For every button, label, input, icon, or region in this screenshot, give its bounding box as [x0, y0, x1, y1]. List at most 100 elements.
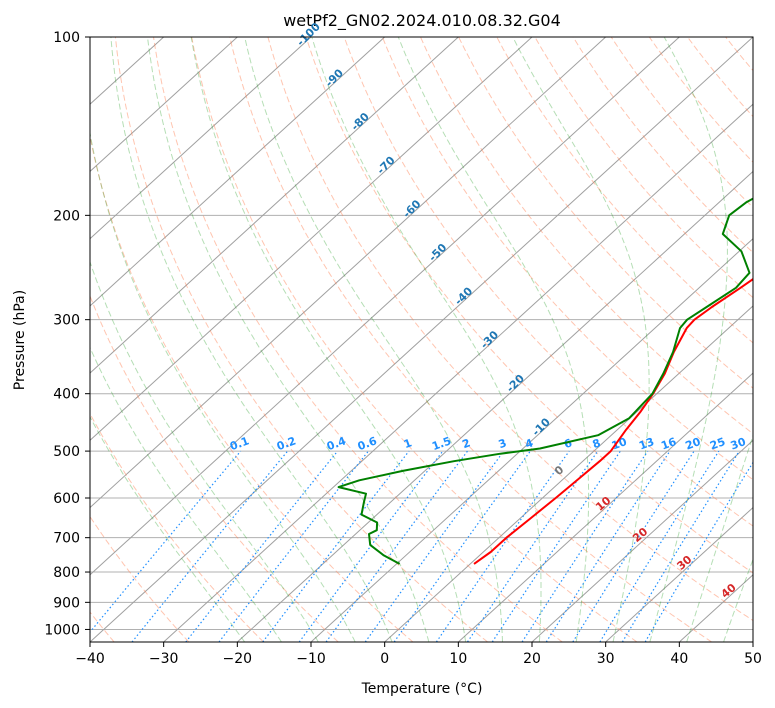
moist-adiabat-line — [649, 37, 728, 642]
moist-adiabat-label: 10 — [593, 494, 613, 514]
dry-adiabat-line — [267, 37, 753, 622]
isotherm-value-label: -40 — [452, 284, 475, 307]
isotherm-value-label: -30 — [478, 328, 501, 351]
mixing-ratio-line — [325, 450, 468, 642]
moist-adiabat-line — [90, 346, 282, 642]
dry-adiabat-line — [305, 37, 753, 574]
isotherm-line — [90, 37, 459, 374]
moist-adiabat-line — [190, 37, 467, 642]
moist-adiabat-line — [147, 37, 430, 642]
moist-adiabat-label: 30 — [674, 553, 694, 573]
mixing-ratio-label: 0.1 — [228, 434, 251, 453]
mixing-ratio-label: 0.2 — [275, 434, 298, 453]
dry-adiabat-line — [764, 37, 775, 642]
y-tick-label: 200 — [53, 208, 80, 224]
y-tick-label: 400 — [53, 387, 80, 403]
x-tick-label: −10 — [296, 651, 326, 667]
mixing-ratio-label: 2 — [461, 436, 473, 451]
profile-lines — [337, 197, 753, 565]
mixing-ratio-line — [131, 450, 289, 642]
moist-adiabat-line — [311, 37, 542, 642]
mixing-ratio-line — [572, 450, 695, 642]
isotherm-line — [90, 37, 533, 442]
mixing-ratio-line — [185, 450, 339, 642]
x-tick-label: −30 — [149, 651, 179, 667]
mixing-ratio-label: 1 — [402, 436, 414, 451]
dry-adiabat-line — [90, 412, 264, 642]
moist-adiabat-line — [90, 260, 319, 642]
mixing-ratio-label: 8 — [591, 436, 603, 451]
dry-adiabat-line — [90, 515, 190, 642]
isotherm-line — [605, 506, 753, 642]
isotherm-line — [752, 641, 753, 642]
moist-adiabat-line — [397, 37, 590, 642]
isotherm-line — [90, 37, 238, 173]
mixing-ratio-label: 13 — [637, 435, 656, 452]
moist-adiabat-line — [110, 37, 393, 642]
mixing-ratio-line — [621, 450, 740, 642]
moist-adiabat-line — [244, 37, 503, 642]
y-axis-ticks: 100 200 300 400 500 600 700 800 900 1000 — [44, 30, 90, 638]
y-tick-label: 1000 — [44, 622, 80, 638]
dry-adiabat-line — [687, 37, 753, 118]
mixing-ratio-label: 3 — [497, 436, 509, 451]
moist-adiabat-line — [512, 37, 650, 642]
isotherm-value-label: -10 — [530, 415, 553, 438]
y-tick-label: 800 — [53, 565, 80, 581]
isotherm-line — [531, 439, 753, 642]
isotherm-value-label: -70 — [374, 154, 397, 177]
dry-adiabat-line — [496, 37, 753, 344]
dry-adiabat-line — [153, 37, 563, 642]
mixing-ratio-label: 4 — [523, 436, 535, 451]
mixing-ratio-line — [262, 450, 410, 642]
y-tick-label: 600 — [53, 491, 80, 507]
dry-adiabat-line — [458, 37, 753, 389]
moist-adiabat-label: 0 — [552, 463, 566, 478]
y-axis-label: Pressure (hPa) — [12, 290, 28, 390]
mixing-ratio-line — [644, 461, 753, 642]
dry-adiabat-line — [191, 37, 638, 642]
mixing-ratio-line — [218, 450, 369, 642]
dry-adiabat-line — [114, 37, 488, 642]
isotherm-line — [384, 305, 753, 642]
isotherm-value-label: -20 — [504, 372, 527, 395]
isotherm-line — [310, 237, 753, 642]
isotherm-line — [90, 37, 680, 576]
y-tick-label: 300 — [53, 313, 80, 329]
mixing-ratio-line — [435, 450, 570, 642]
dry-adiabat-line — [610, 37, 753, 209]
chart-title: wetPf2_GN02.2024.010.08.32.G04 — [283, 11, 561, 31]
isotherm-line — [163, 103, 753, 642]
dry-adiabat-line — [343, 37, 753, 527]
mixing-ratio-line — [393, 450, 531, 642]
mixing-ratio-label: 25 — [708, 435, 727, 452]
moist-adiabat-label: 40 — [719, 581, 739, 601]
y-tick-label: 700 — [53, 531, 80, 547]
isotherm-value-label: -60 — [400, 197, 423, 220]
mixing-ratio-line — [364, 450, 505, 642]
isotherm-value-label: -80 — [349, 110, 372, 133]
x-tick-label: 30 — [597, 651, 615, 667]
mixing-ratio-line — [545, 450, 671, 642]
isotherm-line — [236, 170, 753, 642]
mixing-ratio-label: 0.6 — [356, 434, 379, 453]
isotherm-line — [90, 37, 753, 642]
mixing-ratio-label: 0.4 — [325, 434, 348, 453]
x-tick-label: 0 — [380, 651, 389, 667]
mixing-ratio-line — [491, 450, 621, 642]
dry-adiabat-line — [534, 37, 753, 299]
y-tick-label: 900 — [53, 595, 80, 611]
isotherm-value-label: -50 — [426, 241, 449, 264]
mixing-ratio-line — [466, 450, 599, 642]
dewpoint-profile — [337, 197, 753, 565]
y-tick-label: 100 — [53, 30, 80, 46]
isotherm-line — [90, 37, 312, 240]
mixing-ratio-label: 30 — [729, 435, 748, 453]
dry-adiabat-line — [90, 133, 414, 642]
mixing-ratio-line — [521, 450, 649, 642]
dry-adiabat-line — [648, 37, 753, 163]
mixing-ratio-line — [90, 450, 242, 633]
moist-adiabat-line — [90, 415, 246, 642]
x-tick-label: 50 — [744, 651, 762, 667]
